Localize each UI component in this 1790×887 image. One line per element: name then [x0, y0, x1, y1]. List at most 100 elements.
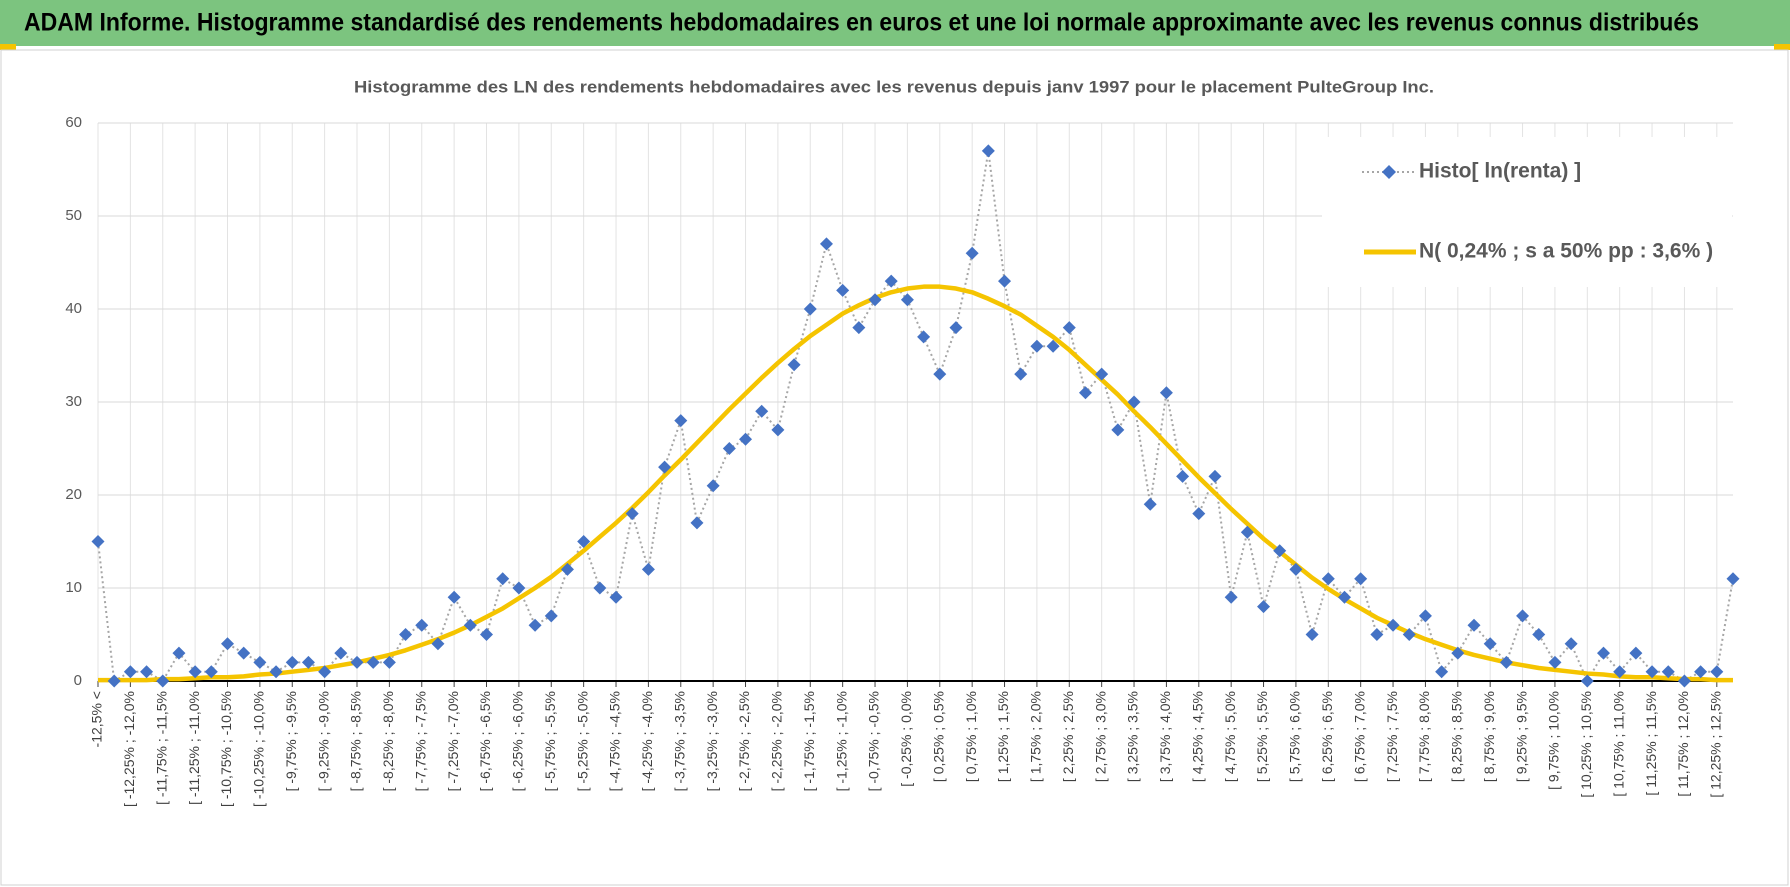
point [1305, 628, 1319, 641]
point [334, 646, 348, 660]
point [399, 628, 413, 641]
point [1516, 609, 1530, 623]
x-tick-label: [ 3,25% ; 3,5% [1125, 691, 1141, 782]
point [1078, 386, 1092, 400]
point [496, 572, 510, 586]
x-tick-label: [ -9,75% ; -9,5% [283, 691, 299, 791]
x-tick-label: [ 10,25% ; 10,5% [1578, 691, 1594, 798]
x-tick-label: [ -3,75% ; -3,5% [671, 691, 687, 791]
point [253, 655, 267, 669]
point [204, 665, 218, 679]
point [1661, 665, 1675, 679]
grid: -12,5% < [ -12,25% ; -12,0% [ -11,75% ; -1… [65, 114, 1733, 807]
x-tick-label: [ -9,25% ; -9,0% [315, 691, 331, 791]
point [528, 618, 542, 632]
point [1386, 618, 1400, 632]
point [852, 321, 866, 335]
point [1451, 646, 1465, 660]
x-tick-label: [ 9,25% ; 9,5% [1513, 691, 1529, 782]
point [1273, 544, 1287, 558]
x-tick-label: [ 11,25% ; 11,5% [1643, 691, 1659, 796]
point [1127, 395, 1141, 409]
point [1111, 423, 1125, 437]
x-tick-label: [ 6,25% ; 6,5% [1319, 691, 1335, 782]
point [771, 423, 785, 437]
point [836, 283, 850, 297]
point [1483, 637, 1497, 651]
point [123, 665, 137, 679]
x-tick-label: [ -12,25% ; -12,0% [121, 691, 137, 807]
point [269, 665, 283, 679]
y-tick-label: 40 [65, 300, 82, 317]
point [366, 655, 380, 669]
x-tick-label: [ -0,25% ; 0,0% [898, 691, 914, 787]
x-tick-label: [ 2,25% ; 2,5% [1060, 691, 1076, 782]
point [1532, 628, 1546, 641]
x-tick-label: [ -8,25% ; -8,0% [380, 691, 396, 791]
point [1629, 646, 1643, 660]
point [690, 516, 704, 530]
x-tick-label: [ 12,25% ; 12,5% [1708, 691, 1724, 798]
point [1289, 562, 1303, 576]
point [1677, 674, 1691, 688]
point [107, 674, 121, 688]
legend-label: Histo[ ln(renta) ] [1419, 160, 1581, 183]
point [447, 590, 461, 604]
x-tick-label: -12,5% < [89, 691, 105, 747]
point [1499, 655, 1513, 669]
y-tick-label: 60 [65, 114, 82, 131]
point [577, 535, 591, 548]
point [981, 144, 995, 158]
legend-label: N( 0,24% ; s a 50% pp : 3,6% ) [1419, 240, 1713, 263]
point [431, 637, 445, 651]
point [140, 665, 154, 679]
x-tick-label: [ -2,25% ; -2,0% [769, 691, 785, 791]
point [787, 358, 801, 372]
header-bar [0, 0, 1790, 46]
point [1467, 618, 1481, 632]
point [625, 507, 639, 521]
point [544, 609, 558, 623]
point [1030, 339, 1044, 353]
point [301, 655, 315, 669]
x-tick-label: [ 1,75% ; 2,0% [1028, 691, 1044, 782]
point [965, 246, 979, 260]
point [560, 562, 574, 576]
x-tick-label: [ -1,25% ; -1,0% [833, 691, 849, 791]
point [463, 618, 477, 632]
y-tick-label: 50 [65, 207, 82, 224]
point [674, 414, 688, 428]
point [221, 637, 235, 651]
x-tick-label: [ -11,75% ; -11,5% [153, 691, 169, 805]
x-tick-label: [ 11,75% ; 12,0% [1675, 691, 1691, 797]
x-tick-label: [ 3,75% ; 4,0% [1157, 691, 1173, 782]
chart-title: Histogramme des LN des rendements hebdom… [354, 77, 1434, 96]
point [382, 655, 396, 669]
point [1337, 590, 1351, 604]
point [722, 442, 736, 455]
x-tick-label: [ 8,25% ; 8,5% [1449, 691, 1465, 782]
corner-mark [1774, 44, 1790, 50]
x-tick-label: [ -5,25% ; -5,0% [574, 691, 590, 791]
point [350, 655, 364, 669]
point [1694, 665, 1708, 679]
x-tick-label: [ -8,75% ; -8,5% [348, 691, 364, 791]
point [1435, 665, 1449, 679]
point [1240, 525, 1254, 539]
point [1354, 572, 1368, 586]
x-tick-label: [ -7,25% ; -7,0% [445, 691, 461, 791]
x-tick-label: [ -6,75% ; -6,5% [477, 691, 493, 791]
y-tick-label: 10 [65, 579, 82, 596]
x-tick-label: [ 4,25% ; 4,5% [1189, 691, 1205, 782]
point [1564, 637, 1578, 651]
point [415, 618, 429, 632]
point [91, 535, 105, 548]
x-tick-label: [ -3,25% ; -3,0% [704, 691, 720, 791]
point [900, 293, 914, 307]
point [1645, 665, 1659, 679]
point [1321, 572, 1335, 586]
point [739, 432, 753, 446]
plot [91, 144, 1740, 688]
point [480, 628, 494, 641]
